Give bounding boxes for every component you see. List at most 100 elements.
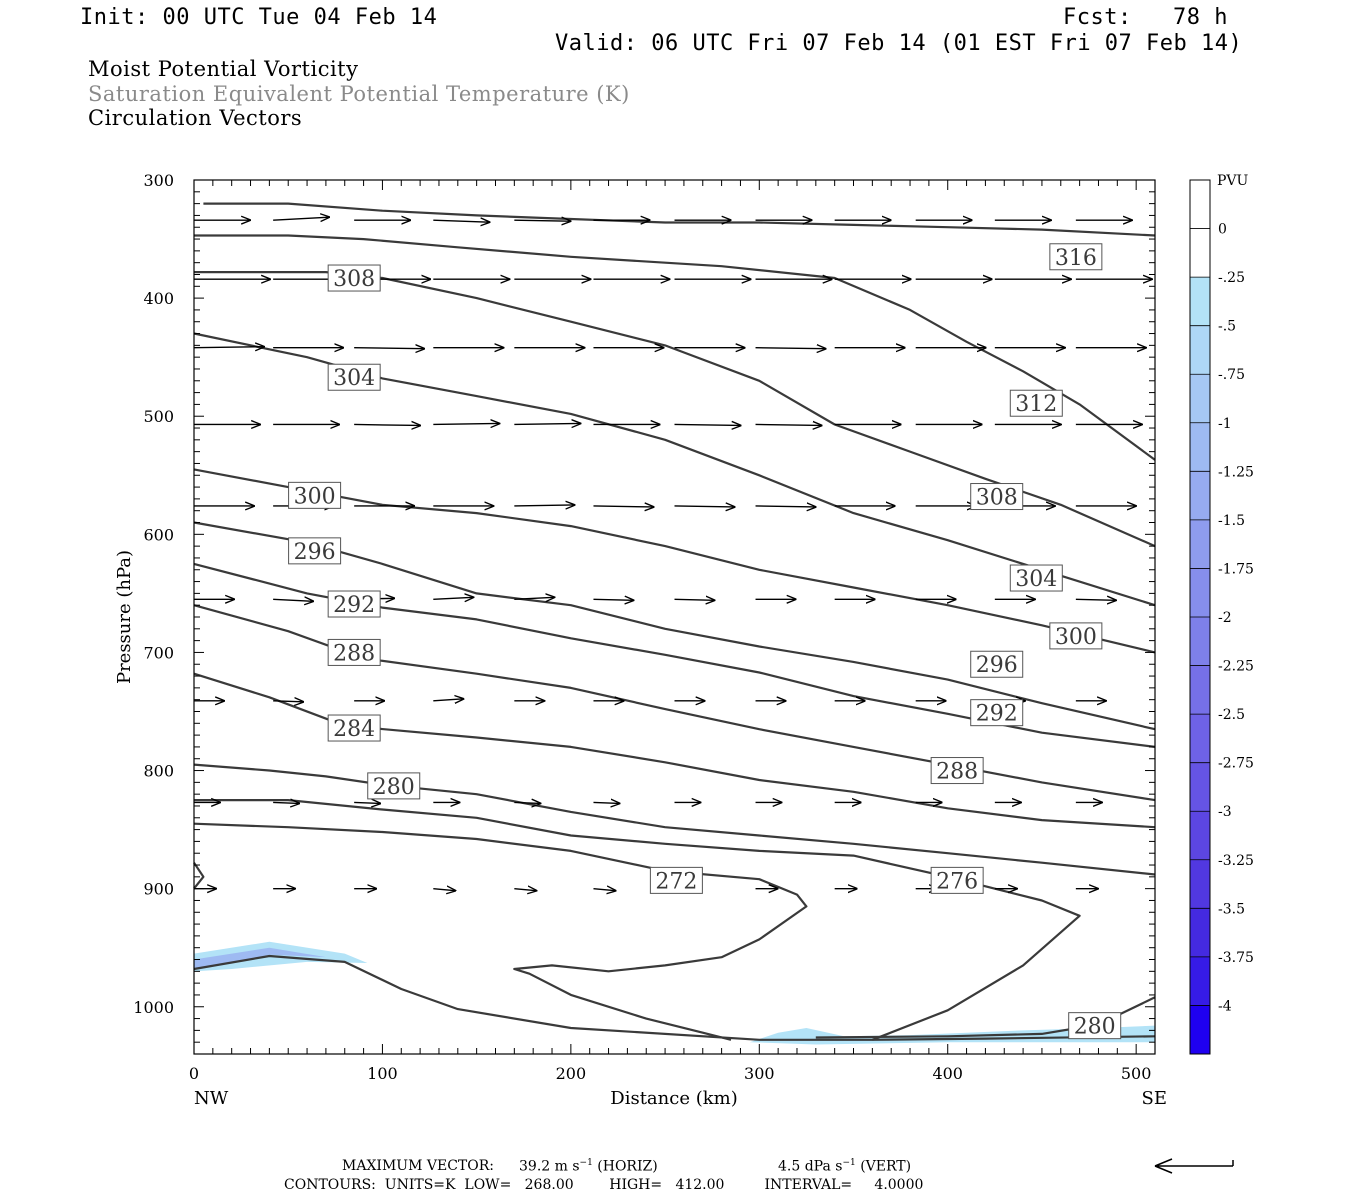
contour-label-box-5: [327, 638, 381, 666]
max-vector-vert: 4.5 dPa s−1 (VERT): [778, 1158, 912, 1175]
horiz-value: 39.2 m s: [519, 1158, 580, 1175]
contour-line-300-4: [193, 468, 1156, 654]
x-tick-label-300: 300: [744, 1064, 775, 1083]
contour-line-312-1: [194, 234, 1156, 461]
colorbar-label-4: -1: [1218, 416, 1232, 432]
colorbar-label-13: -3.25: [1218, 853, 1254, 869]
colorbar-segment-8: [1190, 568, 1210, 618]
vector-arrow-5-5: [593, 599, 633, 600]
forecast-hour: Fcst: 78 h: [1063, 5, 1228, 30]
colorbar-segment-11: [1190, 714, 1210, 764]
vector-arrow-5-11: [1075, 599, 1116, 600]
colorbar-segment-17: [1190, 1005, 1210, 1055]
contour-label-box-14: [1009, 564, 1063, 592]
contours-info: CONTOURS: UNITS=K LOW= 268.00 HIGH= 412.…: [284, 1177, 924, 1193]
x-tick-label-100: 100: [367, 1064, 398, 1083]
contour-label-288-5: 288: [333, 641, 375, 666]
vector-arrow-0-1: [273, 217, 329, 220]
colorbar-segment-14: [1190, 859, 1210, 909]
contour-label-280-18: 280: [1074, 1015, 1116, 1040]
vector-arrow-6-3: [433, 699, 463, 701]
y-tick-label-600: 600: [143, 525, 174, 544]
colorbar-segment-1: [1190, 228, 1210, 278]
contour-label-box-16: [1009, 389, 1063, 417]
x-tick-label-200: 200: [556, 1064, 587, 1083]
colorbar-segment-6: [1190, 471, 1210, 521]
colorbar-segment-0: [1190, 180, 1210, 230]
colorbar-segment-13: [1190, 811, 1210, 861]
colorbar-label-9: -2.25: [1218, 659, 1254, 675]
contour-label-272-8: 272: [655, 869, 697, 894]
y-tick-label-800: 800: [143, 762, 174, 781]
colorbar-segment-7: [1190, 519, 1210, 569]
field-title-pv: Moist Potential Vorticity: [88, 57, 359, 81]
vector-arrow-3-2: [354, 424, 420, 425]
vector-arrow-7-4: [514, 802, 540, 803]
colorbar-label-12: -3: [1218, 804, 1232, 820]
contour-label-box-12: [970, 650, 1024, 678]
y-axis-label: Pressure (hPa): [114, 550, 135, 684]
contour-label-box-1: [327, 363, 381, 391]
colorbar-segment-4: [1190, 374, 1210, 424]
x-axis-label: Distance (km): [610, 1088, 737, 1109]
contour-label-box-6: [327, 714, 381, 742]
contour-label-292-11: 292: [976, 702, 1018, 727]
y-tick-label-300: 300: [143, 171, 174, 190]
y-tick-label-900: 900: [143, 880, 174, 899]
vector-arrow-3-3: [433, 423, 499, 424]
max-vector-horiz: 39.2 m s−1 (HORIZ): [519, 1158, 658, 1175]
contour-label-308-15: 308: [976, 486, 1018, 511]
colorbar-label-16: -4: [1218, 998, 1232, 1014]
contour-label-308-0: 308: [333, 267, 375, 292]
contour-label-box-11: [970, 699, 1024, 727]
vector-arrow-3-4: [514, 423, 580, 424]
x-tick-label-500: 500: [1121, 1064, 1152, 1083]
colorbar-label-1: -.25: [1218, 270, 1245, 286]
contour-label-box-9: [930, 866, 984, 894]
colorbar-label-5: -1.25: [1218, 464, 1254, 480]
contour-label-296-3: 296: [294, 540, 336, 565]
colorbar-segment-9: [1190, 617, 1210, 667]
contour-label-box-7: [367, 772, 421, 800]
contour-line-284-8: [193, 672, 1156, 829]
colorbar-segment-12: [1190, 762, 1210, 812]
x-tick-label-0: 0: [189, 1064, 199, 1083]
contour-label-312-16: 312: [1015, 392, 1057, 417]
vector-arrow-4-4: [514, 505, 574, 506]
horiz-tag: (HORIZ): [597, 1158, 658, 1175]
contour-label-304-1: 304: [333, 366, 375, 391]
vector-arrow-7-5: [593, 802, 619, 803]
colorbar-label-14: -3.5: [1218, 901, 1245, 917]
vector-arrow-8-5: [593, 889, 615, 891]
x-tick-label-400: 400: [932, 1064, 963, 1083]
vector-arrow-5-4: [514, 597, 554, 599]
field-title-vectors: Circulation Vectors: [88, 106, 303, 130]
valid-time: Valid: 06 UTC Fri 07 Feb 14 (01 EST Fri …: [555, 31, 1243, 56]
colorbar-label-3: -.75: [1218, 367, 1245, 383]
vector-arrow-3-6: [674, 424, 741, 425]
colorbar-label-2: -.5: [1218, 319, 1236, 335]
vector-arrow-2-2: [354, 348, 424, 349]
vector-arrow-7-2: [354, 802, 380, 803]
contour-line-272-11: [193, 822, 808, 1041]
vector-arrow-4-5: [593, 506, 653, 507]
contour-label-box-10: [930, 757, 984, 785]
y-tick-label-500: 500: [143, 407, 174, 426]
vector-arrow-8-4: [514, 889, 536, 891]
colorbar-label-15: -3.75: [1218, 950, 1254, 966]
contour-label-box-3: [288, 537, 342, 565]
vert-value: 4.5 dPa s: [778, 1158, 843, 1175]
colorbar-label-10: -2.5: [1218, 707, 1245, 723]
contour-label-box-17: [1049, 243, 1103, 271]
colorbar-label-0: 0: [1218, 222, 1227, 238]
colorbar: 0 -.25 -.5 -.75 -1 -1.25 -1.5 -1.75 -2 -2.25 -2.5 -…: [1189, 179, 1254, 1055]
circulation-vectors: [193, 217, 1152, 891]
contour-label-300-2: 300: [294, 484, 336, 509]
contour-line-280-9: [193, 763, 1156, 876]
vector-arrow-6-1: [273, 701, 303, 702]
contour-label-284-6: 284: [333, 717, 375, 742]
vector-arrow-5-3: [433, 597, 473, 599]
contour-label-304-14: 304: [1015, 567, 1057, 592]
axis-ticks: 0 100 200 300 400 500 300 400 500 600 700 800 900 100…: [133, 171, 1156, 1083]
contour-label-296-12: 296: [976, 653, 1018, 678]
